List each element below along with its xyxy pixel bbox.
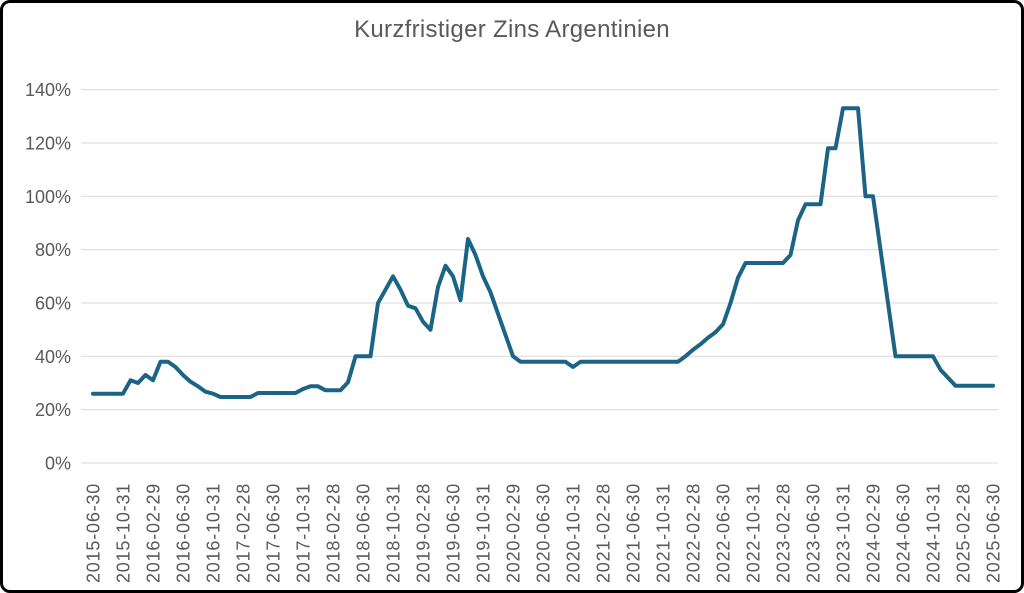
y-axis-tick-label: 140% <box>25 80 71 100</box>
chart-plot: 0% 20% 40% 60% 80% 100% 120% 140% 2015-06-30 2015… <box>25 80 1004 583</box>
x-axis-tick-label: 2018-02-28 <box>324 483 344 583</box>
x-axis-tick-label: 2016-10-31 <box>204 483 224 583</box>
x-axis-tick-label: 2024-02-29 <box>864 483 884 583</box>
x-axis-tick-label: 2021-02-28 <box>594 483 614 583</box>
y-axis-tick-label: 120% <box>25 134 71 154</box>
x-axis-tick-label: 2017-10-31 <box>294 483 314 583</box>
x-axis-tick-label: 2015-06-30 <box>84 483 104 583</box>
x-axis-tick-label: 2023-06-30 <box>804 483 824 583</box>
x-axis-tick-label: 2019-06-30 <box>444 483 464 583</box>
x-axis-tick-label: 2015-10-31 <box>114 483 134 583</box>
x-axis-tick-label: 2022-10-31 <box>744 483 764 583</box>
x-axis-tick-label: 2018-10-31 <box>384 483 404 583</box>
x-axis-tick-label: 2018-06-30 <box>354 483 374 583</box>
x-axis-tick-label: 2021-06-30 <box>624 483 644 583</box>
x-axis-tick-label: 2025-06-30 <box>984 483 1004 583</box>
x-axis-tick-label: 2022-02-28 <box>684 483 704 583</box>
y-axis-tick-label: 0% <box>45 454 71 474</box>
x-axis-tick-label: 2025-02-28 <box>954 483 974 583</box>
x-axis-tick-label: 2024-10-31 <box>924 483 944 583</box>
y-axis-tick-label: 20% <box>35 400 71 420</box>
x-axis-tick-label: 2023-10-31 <box>834 483 854 583</box>
x-axis-tick-label: 2021-10-31 <box>654 483 674 583</box>
y-axis-tick-label: 80% <box>35 240 71 260</box>
x-axis-tick-label: 2020-10-31 <box>564 483 584 583</box>
x-axis-tick-label: 2017-06-30 <box>264 483 284 583</box>
x-axis-tick-label: 2020-06-30 <box>534 483 554 583</box>
y-axis-tick-label: 40% <box>35 347 71 367</box>
series-line <box>91 106 995 399</box>
x-axis-tick-label: 2023-02-28 <box>774 483 794 583</box>
x-axis-tick-label: 2019-02-28 <box>414 483 434 583</box>
y-axis-tick-label: 60% <box>35 294 71 314</box>
x-axis-tick-label: 2017-02-28 <box>234 483 254 583</box>
x-axis-tick-label: 2020-02-29 <box>504 483 524 583</box>
x-axis-tick-label: 2024-06-30 <box>894 483 914 583</box>
x-axis-tick-label: 2019-10-31 <box>474 483 494 583</box>
chart-title: Kurzfristiger Zins Argentinien <box>354 16 670 43</box>
x-axis-tick-label: 2022-06-30 <box>714 483 734 583</box>
y-axis-tick-label: 100% <box>25 187 71 207</box>
x-axis-tick-label: 2016-06-30 <box>174 483 194 583</box>
x-axis-tick-label: 2016-02-29 <box>144 483 164 583</box>
